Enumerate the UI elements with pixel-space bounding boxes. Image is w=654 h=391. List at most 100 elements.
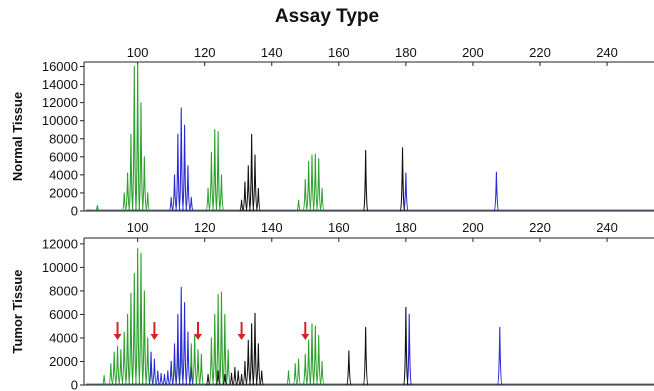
green-peak <box>316 158 322 212</box>
blue-peak <box>493 171 500 212</box>
green-peak <box>222 313 228 386</box>
black-peak <box>215 370 221 386</box>
blue-peak <box>185 165 191 212</box>
black-peak <box>248 133 255 212</box>
y-tick-label: 4000 <box>49 167 78 182</box>
black-peak <box>239 373 244 386</box>
x-tick-label: 140 <box>261 220 283 235</box>
green-peak <box>131 272 137 386</box>
green-peak <box>302 178 308 212</box>
green-peak <box>295 358 302 386</box>
x-tick-label: 240 <box>596 220 618 235</box>
x-tick-label: 200 <box>462 45 484 60</box>
red-arrow-head <box>150 334 159 340</box>
green-peak <box>138 252 144 386</box>
blue-peak <box>171 343 178 386</box>
green-peak <box>212 313 218 386</box>
green-peak <box>118 349 124 386</box>
blue-peak <box>178 107 184 212</box>
blue-peak <box>175 133 181 212</box>
black-peak <box>205 373 211 386</box>
green-peak <box>208 151 215 212</box>
black-peak <box>235 370 241 386</box>
red-arrow-head <box>301 334 310 340</box>
green-peak <box>134 64 141 212</box>
black-peak <box>245 339 251 386</box>
green-peak <box>128 292 134 386</box>
x-tick-label: 180 <box>395 45 417 60</box>
green-peak <box>215 293 221 386</box>
blue-peak <box>158 372 164 386</box>
black-peak <box>239 199 244 212</box>
green-peak <box>292 363 298 386</box>
green-peak <box>286 370 291 386</box>
red-arrow-head <box>194 334 202 340</box>
y-tick-label: 0 <box>71 378 78 391</box>
black-peak <box>255 343 262 386</box>
green-peak <box>218 174 225 212</box>
green-peak <box>205 187 211 212</box>
green-peak <box>316 335 322 386</box>
x-tick-label: 220 <box>529 220 551 235</box>
blue-peak <box>181 124 188 212</box>
blue-peak <box>188 366 194 386</box>
black-peak <box>346 350 352 386</box>
green-peak <box>141 290 148 386</box>
blue-peak <box>162 373 167 386</box>
black-peak <box>255 187 262 212</box>
green-peak <box>309 154 315 212</box>
black-peak <box>248 323 255 386</box>
x-tick-label: 160 <box>328 220 350 235</box>
black-peak <box>242 181 248 212</box>
blue-peak <box>155 370 161 386</box>
red-arrow-head <box>113 334 122 340</box>
black-peak <box>232 366 238 386</box>
green-peak <box>195 349 201 386</box>
x-tick-label: 120 <box>194 220 216 235</box>
blue-peak <box>151 358 158 386</box>
panel-2: Tumor Tissue 0 2000 4000 6000 8000 10000 12000 1… <box>10 220 654 391</box>
blue-peak <box>171 174 178 212</box>
green-peak <box>124 313 131 386</box>
blue-peak <box>185 331 191 386</box>
y-tick-label: 6000 <box>49 307 78 322</box>
black-peak <box>252 154 258 212</box>
blue-peak <box>181 302 188 386</box>
green-peak <box>114 345 121 386</box>
black-peak <box>362 326 369 386</box>
chart-title: Assay Type <box>274 6 380 27</box>
black-peak <box>222 373 228 386</box>
green-peak <box>305 339 312 386</box>
y-tick-label: 6000 <box>49 149 78 164</box>
green-peak <box>121 192 127 212</box>
green-peak <box>208 337 215 386</box>
black-peak <box>252 312 258 386</box>
green-peak <box>215 130 221 212</box>
green-peak <box>225 349 231 386</box>
y-tick-label: 16000 <box>42 59 78 74</box>
black-peak <box>245 165 251 212</box>
blue-peak <box>188 196 194 212</box>
black-peak <box>259 370 265 386</box>
green-peak <box>319 360 325 386</box>
blue-peak <box>168 360 174 386</box>
green-peak <box>302 353 308 386</box>
y-tick-label: 12000 <box>42 236 78 251</box>
y-tick-label: 8000 <box>49 283 78 298</box>
y-tick-label: 4000 <box>49 330 78 345</box>
green-peak <box>198 353 205 386</box>
green-peak <box>131 65 137 212</box>
black-peak <box>403 306 409 386</box>
green-peak <box>305 160 312 212</box>
black-peak <box>399 147 406 212</box>
black-peak <box>242 360 248 386</box>
y-tick-label: 2000 <box>49 354 78 369</box>
blue-peak <box>175 313 181 386</box>
x-tick-label: 200 <box>462 220 484 235</box>
blue-peak <box>148 351 154 386</box>
green-peak <box>218 291 225 386</box>
blue-peak <box>178 286 184 386</box>
y-tick-label: 0 <box>71 204 78 219</box>
